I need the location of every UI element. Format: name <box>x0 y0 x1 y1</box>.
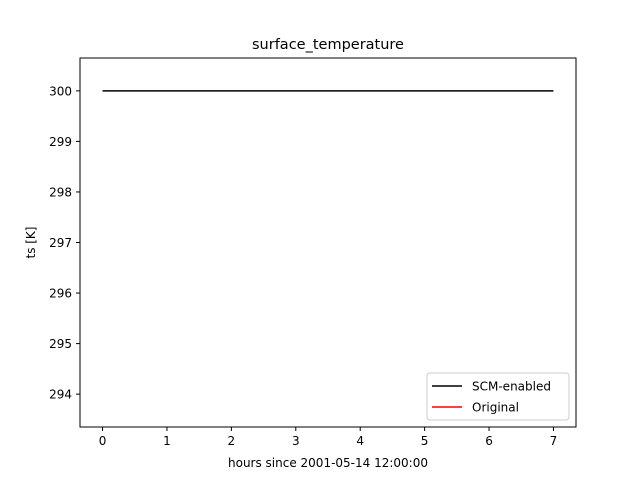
legend-box <box>426 372 570 421</box>
chart-title: surface_temperature <box>252 37 404 53</box>
plot-area-frame <box>79 57 577 428</box>
x-tick-label: 6 <box>485 434 493 448</box>
legend: SCM-enabled Original <box>426 372 570 421</box>
y-tick-label: 299 <box>49 135 72 149</box>
x-tick-label: 1 <box>163 434 171 448</box>
y-tick-label: 300 <box>49 84 72 98</box>
x-tick-label: 5 <box>421 434 429 448</box>
y-tick-label: 294 <box>49 388 72 402</box>
legend-label-original: Original <box>472 401 519 415</box>
x-tick-label: 3 <box>292 434 300 448</box>
y-tick-label: 295 <box>49 337 72 351</box>
axis-ticks: 0 1 2 3 4 5 6 7 294 295 296 297 298 299 300 <box>49 84 557 448</box>
y-tick-label: 296 <box>49 287 72 301</box>
x-tick-label: 2 <box>228 434 236 448</box>
y-tick-label: 297 <box>49 236 72 250</box>
x-tick-label: 0 <box>99 434 107 448</box>
legend-label-scm-enabled: SCM-enabled <box>472 380 551 394</box>
x-tick-label: 7 <box>550 434 558 448</box>
x-axis-label: hours since 2001-05-14 12:00:00 <box>228 456 428 470</box>
y-tick-label: 298 <box>49 185 72 199</box>
x-tick-label: 4 <box>356 434 364 448</box>
y-axis-label: ts [K] <box>24 226 38 258</box>
